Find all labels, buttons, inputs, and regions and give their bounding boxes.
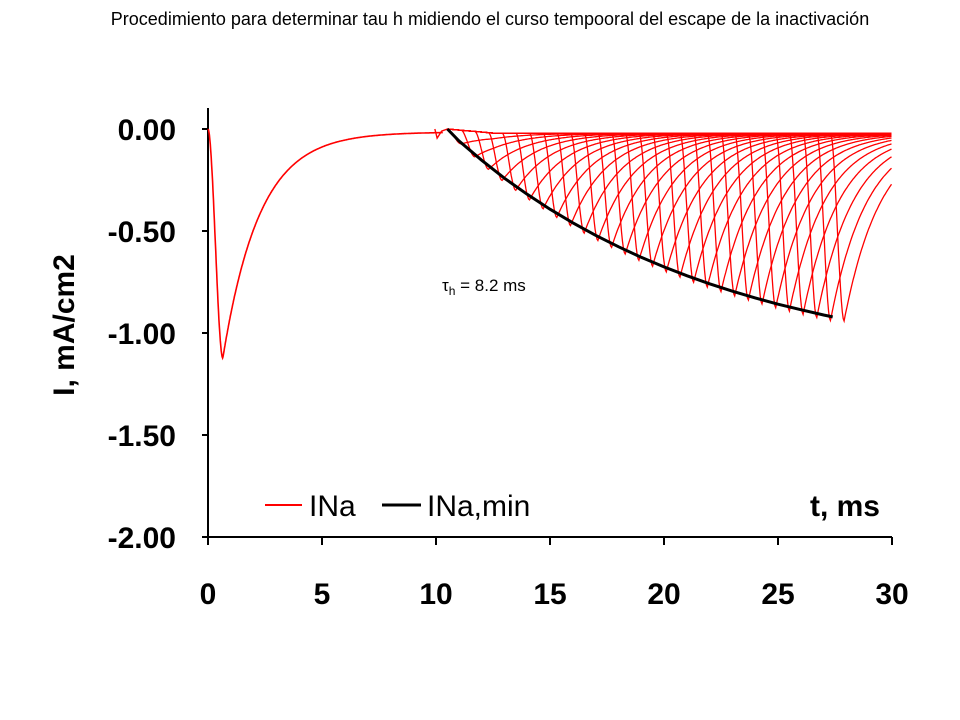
tau-h-annotation: τh = 8.2 ms bbox=[442, 276, 526, 298]
x-tick-label: 5 bbox=[314, 578, 331, 611]
x-tick-label: 10 bbox=[419, 578, 452, 611]
x-tick-label: 15 bbox=[533, 578, 566, 611]
legend-label-ina: INa bbox=[309, 490, 356, 523]
y-tick-label: 0.00 bbox=[118, 114, 176, 147]
x-tick-label: 30 bbox=[875, 578, 908, 611]
legend: INa INa,min bbox=[265, 490, 530, 523]
ina-trace-test-9 bbox=[447, 128, 892, 227]
ina-min-line bbox=[446, 127, 834, 319]
ina-trace-conditioning bbox=[207, 128, 443, 361]
tau-value: = 8.2 ms bbox=[455, 276, 525, 295]
y-tick-label: -0.50 bbox=[108, 216, 176, 249]
tick-labels: 0.00 -0.50 -1.00 -1.50 -2.00 0 5 10 15 20 25 30 bbox=[108, 114, 909, 611]
tau-subscript: h bbox=[449, 284, 456, 298]
ina-trace-test-29 bbox=[447, 128, 893, 324]
stimulus-artifact bbox=[434, 128, 448, 140]
ina-min-envelope bbox=[446, 127, 834, 319]
x-tick-label: 0 bbox=[200, 578, 217, 611]
axes bbox=[202, 108, 893, 545]
x-tick-label: 25 bbox=[761, 578, 794, 611]
x-axis-title: t, ms bbox=[810, 490, 880, 523]
legend-label-ina-min: INa,min bbox=[427, 490, 530, 523]
ina-traces bbox=[207, 128, 893, 361]
y-axis-title: I, mA/cm2 bbox=[48, 254, 81, 396]
x-tick-label: 20 bbox=[647, 578, 680, 611]
tau-symbol: τ bbox=[442, 276, 449, 295]
page-title: Procedimiento para determinar tau h midi… bbox=[110, 9, 870, 29]
y-tick-label: -1.00 bbox=[108, 318, 176, 351]
y-tick-label: -2.00 bbox=[108, 522, 176, 555]
y-tick-label: -1.50 bbox=[108, 420, 176, 453]
